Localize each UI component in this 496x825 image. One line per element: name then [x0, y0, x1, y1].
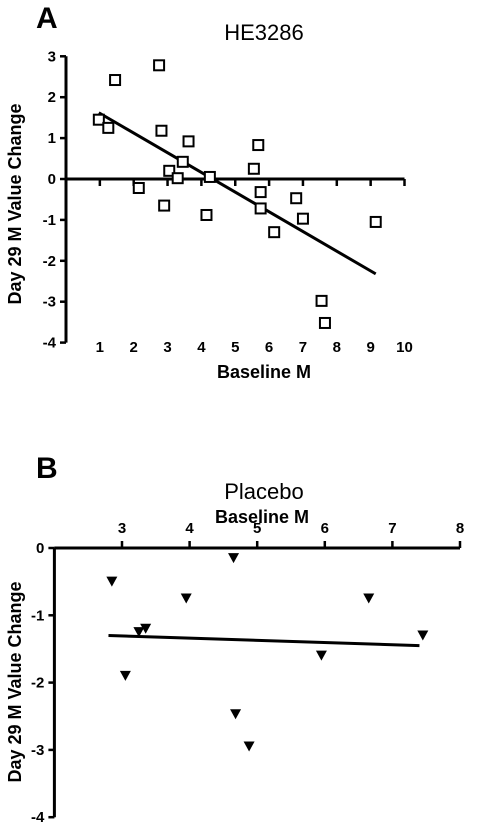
- panel-a-data-point: [155, 124, 168, 137]
- panel-b-data-point: [133, 627, 145, 638]
- panel-a-x-tick-label: 6: [265, 339, 273, 356]
- panel-b-data-point: [315, 650, 327, 661]
- panel-a-x-axis-label: Baseline M: [217, 362, 311, 382]
- panel-b-regression-line: [108, 633, 420, 648]
- panel-b-y-tick-label: -4: [31, 809, 45, 825]
- panel-a-data-point: [171, 172, 184, 185]
- panel-b-x-tick-label: 5: [253, 520, 261, 537]
- panel-a-x-tick-label: 1: [96, 339, 104, 356]
- panel-a-data-point: [176, 155, 189, 168]
- panel-a-y-axis-label: Day 29 M Value Change: [5, 103, 25, 304]
- panel-b-points: [106, 553, 429, 752]
- panel-b-title: Placebo: [224, 479, 304, 504]
- panel-b-x-tick-label: 6: [321, 520, 329, 537]
- panel-a-x-tick-label: 10: [396, 339, 413, 356]
- panel-a-data-point: [268, 226, 281, 239]
- panel-a-y-tick-label: -1: [43, 212, 56, 229]
- panel-b-data-point: [106, 576, 118, 587]
- panel-a-data-point: [254, 186, 267, 199]
- panel-b-data-point: [363, 593, 375, 604]
- panel-b-x-tick-label: 4: [185, 520, 194, 537]
- panel-a-regression-line: [98, 111, 377, 276]
- panel-b-x-tick-label: 7: [388, 520, 396, 537]
- panel-b-data-point: [180, 593, 192, 604]
- panel-a-data-point: [252, 139, 265, 152]
- panel-a-y-tick-label: 2: [48, 89, 56, 106]
- panel-a-data-point: [153, 59, 166, 72]
- panel-a-data-point: [163, 164, 176, 177]
- panel-a-data-point: [247, 162, 260, 175]
- panel-a-x-tick-label: 9: [366, 339, 374, 356]
- panel-a-data-point: [318, 316, 331, 329]
- panel-b-letter: B: [36, 452, 58, 485]
- panel-a-points: [92, 59, 382, 329]
- panel-a-data-point: [203, 170, 216, 183]
- panel-a: A HE3286 Baseline M Day 29 M Value Chang…: [5, 2, 413, 382]
- panel-a-data-point: [158, 199, 171, 212]
- panel-b-data-point: [119, 670, 131, 681]
- panel-a-data-point: [182, 135, 195, 148]
- panel-b-data-point: [243, 741, 255, 752]
- panel-b-y-tick-label: -1: [31, 607, 44, 624]
- panel-b-x-tick-label: 8: [456, 520, 464, 537]
- panel-a-x-tick-label: 4: [197, 339, 206, 356]
- panel-a-title: HE3286: [224, 20, 304, 45]
- panel-b-y-tick-label: -2: [31, 675, 44, 692]
- panel-b-y-tick-label: -3: [31, 742, 44, 759]
- panel-a-y-tick-label: 1: [48, 130, 56, 147]
- panel-a-x-tick-label: 7: [299, 339, 307, 356]
- panel-a-y-tick-label: -3: [43, 294, 56, 311]
- panel-b: B Placebo Baseline M Day 29 M Value Chan…: [5, 452, 464, 825]
- panel-b-axes: 3 4 5 6 7 8 -4 -3 -2 -1 0: [31, 520, 464, 825]
- panel-a-y-tick-label: -4: [43, 335, 57, 352]
- panel-b-data-point: [140, 623, 152, 634]
- panel-a-data-point: [102, 121, 115, 134]
- panel-b-data-point: [230, 709, 242, 720]
- panel-a-x-tick-label: 3: [163, 339, 171, 356]
- panel-a-data-point: [200, 208, 213, 221]
- panel-b-x-tick-label: 3: [118, 520, 126, 537]
- panel-a-data-point: [254, 202, 267, 215]
- panel-a-data-point: [290, 192, 303, 205]
- panel-a-x-tick-label: 5: [231, 339, 239, 356]
- panel-b-x-axis-label: Baseline M: [215, 507, 309, 527]
- panel-b-data-point: [417, 630, 429, 641]
- panel-a-data-point: [369, 215, 382, 228]
- panel-b-data-point: [228, 553, 240, 564]
- panel-a-data-point: [132, 181, 145, 194]
- panel-b-y-axis-label: Day 29 M Value Change: [5, 581, 25, 782]
- panel-a-y-tick-label: -2: [43, 253, 56, 270]
- panel-b-y-tick-label: 0: [36, 540, 44, 557]
- panel-a-axes: -4 -3 -2 -1 0 1 2 3 1 2 3 4 5 6 7 8 9 10: [43, 48, 413, 356]
- panel-a-data-point: [296, 212, 309, 225]
- panel-a-data-point: [92, 113, 105, 126]
- panel-a-x-tick-label: 8: [333, 339, 341, 356]
- panel-a-letter: A: [36, 2, 58, 35]
- panel-a-data-point: [109, 74, 122, 87]
- panel-a-y-tick-label: 0: [48, 171, 56, 188]
- panel-a-x-tick-label: 2: [130, 339, 138, 356]
- panel-a-data-point: [315, 294, 328, 307]
- panel-a-y-tick-label: 3: [48, 48, 56, 65]
